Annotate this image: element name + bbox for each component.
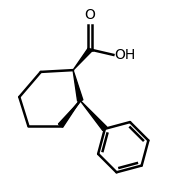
Text: OH: OH <box>114 48 136 62</box>
Polygon shape <box>80 100 107 131</box>
Polygon shape <box>73 48 92 70</box>
Text: O: O <box>85 8 96 22</box>
Polygon shape <box>58 100 80 127</box>
Polygon shape <box>73 70 83 101</box>
